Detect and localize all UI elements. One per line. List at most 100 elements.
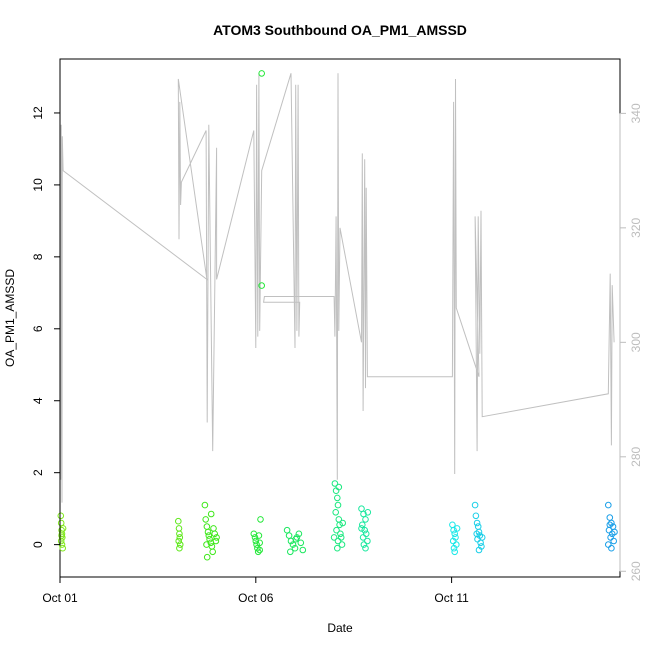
data-point <box>332 509 340 516</box>
y-axis-left: 0 2 4 6 8 10 12 <box>31 106 61 548</box>
data-point <box>334 537 342 545</box>
data-point <box>330 534 338 541</box>
data-point <box>207 510 215 518</box>
data-point <box>611 528 618 536</box>
y2-tick-label: 280 <box>629 446 643 466</box>
x-axis: Oct 01 Oct 06 Oct 11 <box>42 576 469 605</box>
data-point <box>175 525 183 532</box>
data-point <box>295 530 303 538</box>
data-point <box>254 548 262 556</box>
data-point <box>202 516 209 523</box>
data-point <box>608 519 615 527</box>
data-point <box>605 541 612 548</box>
data-point <box>297 539 305 547</box>
chart-title: ATOM3 Southbound OA_PM1_AMSSD <box>213 22 467 38</box>
data-point <box>206 535 213 543</box>
x-axis-label: Date <box>327 621 353 635</box>
data-point <box>204 528 212 536</box>
data-point <box>334 494 341 502</box>
data-point <box>299 546 307 554</box>
data-point <box>334 501 342 509</box>
data-point <box>213 534 220 541</box>
data-point <box>57 519 65 527</box>
data-point <box>364 509 372 516</box>
data-point <box>203 541 210 548</box>
data-point <box>450 526 457 534</box>
data-point <box>255 532 263 539</box>
data-point <box>292 535 300 543</box>
data-point <box>58 532 65 539</box>
data-point <box>607 534 614 541</box>
data-point <box>338 541 346 548</box>
x-tick-label: Oct 01 <box>42 591 78 605</box>
y-tick-label: 12 <box>31 106 45 120</box>
data-point <box>359 534 367 541</box>
data-point <box>212 537 220 545</box>
data-point <box>453 525 461 532</box>
data-point <box>176 534 184 541</box>
data-point <box>210 525 217 532</box>
data-point <box>331 480 339 487</box>
data-point <box>293 534 301 541</box>
data-point <box>475 546 483 554</box>
y2-tick-label: 340 <box>629 103 643 123</box>
data-point <box>364 537 371 545</box>
data-point <box>362 516 369 523</box>
data-point <box>337 530 344 538</box>
y-axis-right: 260 280 300 320 340 <box>619 103 643 581</box>
secondary-series-line <box>59 73 615 503</box>
data-point <box>285 532 293 539</box>
data-point <box>175 537 182 545</box>
data-point <box>209 548 216 556</box>
y-tick-label: 6 <box>31 325 45 332</box>
data-point <box>474 523 482 530</box>
data-point <box>471 501 479 509</box>
data-point <box>176 530 183 538</box>
data-point <box>360 541 368 548</box>
data-point <box>473 519 481 527</box>
data-point <box>608 544 615 552</box>
x-tick-label: Oct 11 <box>434 591 469 605</box>
data-point <box>337 534 345 541</box>
data-point <box>362 544 369 552</box>
data-point <box>610 537 618 545</box>
y-tick-label: 8 <box>31 253 45 260</box>
data-point <box>256 539 264 547</box>
data-point <box>291 544 299 552</box>
data-point <box>472 512 480 520</box>
data-point <box>289 541 297 548</box>
data-point <box>251 534 259 541</box>
plot-area <box>57 58 621 578</box>
y-tick-label: 4 <box>31 397 45 404</box>
data-point <box>605 501 612 509</box>
data-point <box>478 534 486 541</box>
data-point <box>606 514 614 521</box>
data-point <box>211 530 218 538</box>
data-point <box>450 544 458 552</box>
data-point <box>203 523 211 530</box>
data-point <box>358 525 365 532</box>
data-point <box>362 530 370 538</box>
data-point <box>334 544 341 552</box>
data-point <box>451 548 459 556</box>
data-point <box>359 521 366 529</box>
y2-tick-label: 320 <box>629 218 643 238</box>
data-point <box>473 530 481 538</box>
x-tick-label: Oct 06 <box>238 591 274 605</box>
data-point <box>257 516 264 523</box>
data-point <box>256 546 264 554</box>
data-point <box>606 521 614 529</box>
data-point <box>205 532 213 539</box>
y2-tick-label: 300 <box>629 332 643 352</box>
y-tick-label: 0 <box>31 541 45 548</box>
data-point <box>287 548 294 556</box>
data-point <box>339 519 347 527</box>
y-tick-label: 10 <box>31 178 45 192</box>
data-point <box>333 526 340 534</box>
y2-tick-label: 260 <box>629 561 643 581</box>
data-point <box>57 512 65 520</box>
data-point <box>451 530 459 538</box>
data-point <box>203 553 211 561</box>
data-point <box>605 526 613 534</box>
